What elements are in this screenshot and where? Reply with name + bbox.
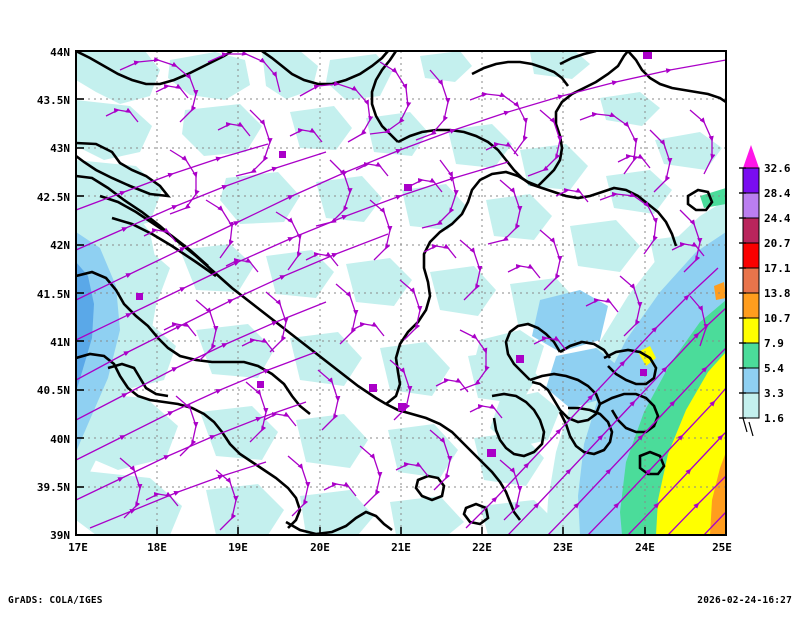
colorbar-band (742, 217, 760, 244)
streamline-convergence-markers (136, 51, 652, 457)
y-tick-label: 43.5N (37, 94, 70, 107)
x-axis-tick-labels: 17E 18E 19E 20E 21E 22E 23E 24E 25E (68, 541, 732, 554)
colorbar-label: 20.7 (764, 237, 791, 250)
x-tick-label: 21E (391, 541, 411, 554)
y-tick-label: 41.5N (37, 288, 70, 301)
y-tick-label: 39N (50, 529, 70, 542)
colorbar-band (742, 242, 760, 269)
colorbar-label: 24.4 (764, 212, 791, 225)
colorbar-under-tail2 (748, 421, 754, 437)
x-tick-label: 19E (228, 541, 248, 554)
y-tick-label: 44N (50, 46, 70, 59)
colorbar-label: 32.6 (764, 162, 791, 175)
x-tick-label: 22E (472, 541, 492, 554)
attribution-label: GrADS: COLA/IGES (8, 595, 103, 606)
colorbar-band (742, 167, 760, 194)
axis-ticks (75, 50, 727, 536)
colorbar-label: 13.8 (764, 287, 791, 300)
y-tick-label: 39.5N (37, 481, 70, 494)
x-tick-label: 24E (635, 541, 655, 554)
colorbar-label: 5.4 (764, 362, 784, 375)
colorbar-band (742, 342, 760, 369)
colorbar-label: 3.3 (764, 387, 784, 400)
y-tick-label: 40N (50, 433, 70, 446)
colorbar-band (742, 367, 760, 394)
colorbar-label: 17.1 (764, 262, 791, 275)
y-tick-label: 41N (50, 336, 70, 349)
x-tick-label: 17E (68, 541, 88, 554)
y-tick-label: 43N (50, 142, 70, 155)
x-tick-label: 23E (553, 541, 573, 554)
x-tick-label: 25E (712, 541, 732, 554)
colorbar-label: 10.7 (764, 312, 791, 325)
y-axis-tick-labels: 44N 43.5N 43N 42.5N 42N 41.5N 41N 40.5N … (37, 46, 70, 542)
wind-streamlines (76, 51, 726, 535)
colorbar-band (742, 292, 760, 319)
x-tick-label: 18E (147, 541, 167, 554)
colorbar-band (742, 267, 760, 294)
colorbar[interactable]: 1.6 3.3 5.4 7.9 10.7 13.8 17.1 20.7 24.4… (739, 145, 791, 437)
colorbar-label: 1.6 (764, 412, 784, 425)
x-tick-label: 20E (310, 541, 330, 554)
colorbar-label: 28.4 (764, 187, 791, 200)
weather-map-panel: 44N 43.5N 43N 42.5N 42N 41.5N 41N 40.5N … (36, 46, 791, 554)
colorbar-band (742, 192, 760, 219)
render-timestamp: 2026-02-24-16:27 (697, 595, 792, 606)
colorbar-label: 7.9 (764, 337, 784, 350)
colorbar-band (742, 392, 760, 419)
colorbar-over-arrow (743, 145, 759, 168)
y-tick-label: 42N (50, 239, 70, 252)
colorbar-band (742, 317, 760, 344)
colorbar-under-tail (742, 417, 748, 433)
y-tick-label: 42.5N (37, 191, 70, 204)
y-tick-label: 40.5N (37, 384, 70, 397)
